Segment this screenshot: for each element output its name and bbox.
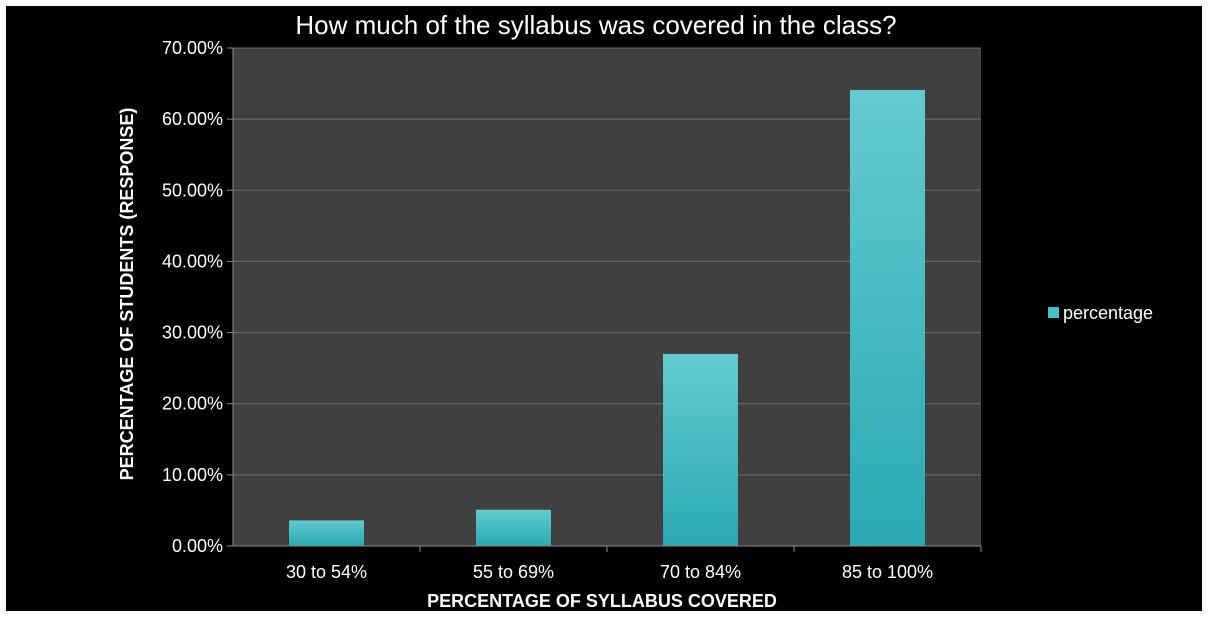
x-axis-title: PERCENTAGE OF SYLLABUS COVERED [427, 591, 777, 611]
x-tick-label: 55 to 69% [473, 562, 554, 582]
bars [289, 89, 925, 546]
legend: percentage [1048, 303, 1153, 323]
bar-chart: 0.00% 10.00% 20.00% 30.00% 40.00% 50.00% 60.00… [117, 10, 1153, 611]
axes [232, 48, 982, 552]
y-tick-label: 10.00% [162, 465, 223, 485]
x-tick-label: 85 to 100% [842, 562, 933, 582]
bar [289, 520, 364, 546]
y-tick-label: 20.00% [162, 394, 223, 414]
bar [476, 509, 551, 546]
legend-swatch [1048, 307, 1059, 318]
legend-label: percentage [1063, 303, 1153, 323]
y-tick-labels: 0.00% 10.00% 20.00% 30.00% 40.00% 50.00% 60.00… [162, 38, 223, 556]
y-tick-label: 0.00% [172, 536, 223, 556]
y-tick-label: 40.00% [162, 251, 223, 271]
y-tick-label: 60.00% [162, 109, 223, 129]
bar [663, 353, 738, 546]
chart-frame: 0.00% 10.00% 20.00% 30.00% 40.00% 50.00% 60.00… [6, 6, 1202, 611]
y-tick-label: 30.00% [162, 323, 223, 343]
x-tick-label: 70 to 84% [660, 562, 741, 582]
y-tick-label: 70.00% [162, 38, 223, 58]
bar [850, 89, 925, 546]
chart-title: How much of the syllabus was covered in … [295, 10, 896, 40]
x-tick-labels: 30 to 54% 55 to 69% 70 to 84% 85 to 100% [286, 562, 933, 582]
y-tick-label: 50.00% [162, 180, 223, 200]
x-tick-label: 30 to 54% [286, 562, 367, 582]
y-axis-title: PERCENTAGE OF STUDENTS (RESPONSE) [117, 108, 137, 481]
